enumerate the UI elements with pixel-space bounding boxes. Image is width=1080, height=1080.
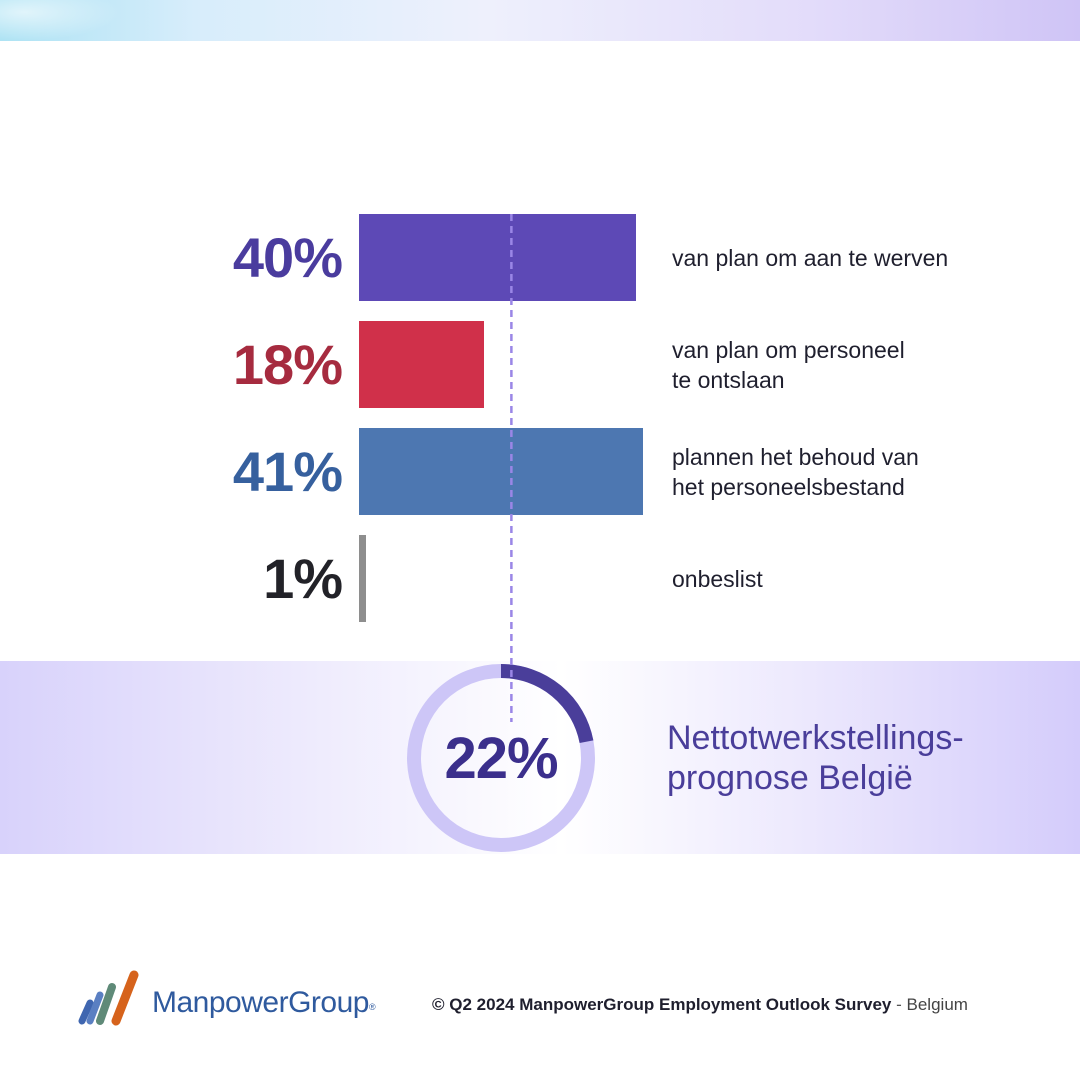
category-label-2: van plan om personeel te ontslaan [672, 336, 905, 393]
manpowergroup-logo-text: ManpowerGroup® [152, 985, 376, 1021]
source-separator: - [896, 995, 902, 1014]
category-label-4: onbeslist [672, 565, 763, 592]
category-label-3: plannen het behoud van het personeelsbes… [672, 443, 919, 500]
registered-mark: ® [368, 1002, 376, 1012]
value-label-4: 1% [263, 547, 343, 610]
value-label-1: 40% [232, 226, 343, 289]
net-outlook-band [0, 661, 1080, 854]
logo-wordmark: ManpowerGroup [152, 986, 369, 1019]
manpowergroup-logo-icon [78, 970, 139, 1026]
net-outlook-arc [500, 664, 594, 744]
net-outlook-title: Nettotwerkstellings- prognose België [667, 719, 964, 797]
source-country: Belgium [906, 995, 968, 1014]
value-label-2: 18% [232, 333, 343, 396]
top-decorative-band [0, 0, 1080, 41]
bar-2 [359, 321, 484, 408]
category-label-1: van plan om aan te werven [672, 244, 949, 271]
copyright-symbol: © [432, 995, 445, 1014]
bar-4 [359, 535, 366, 622]
source-text: Q2 2024 ManpowerGroup Employment Outlook… [449, 995, 892, 1014]
source-footer: © Q2 2024 ManpowerGroup Employment Outlo… [432, 994, 968, 1016]
net-outlook-value: 22% [444, 726, 558, 791]
value-label-3: 41% [232, 440, 343, 503]
bar-1 [359, 214, 637, 301]
bar-3 [359, 428, 643, 515]
